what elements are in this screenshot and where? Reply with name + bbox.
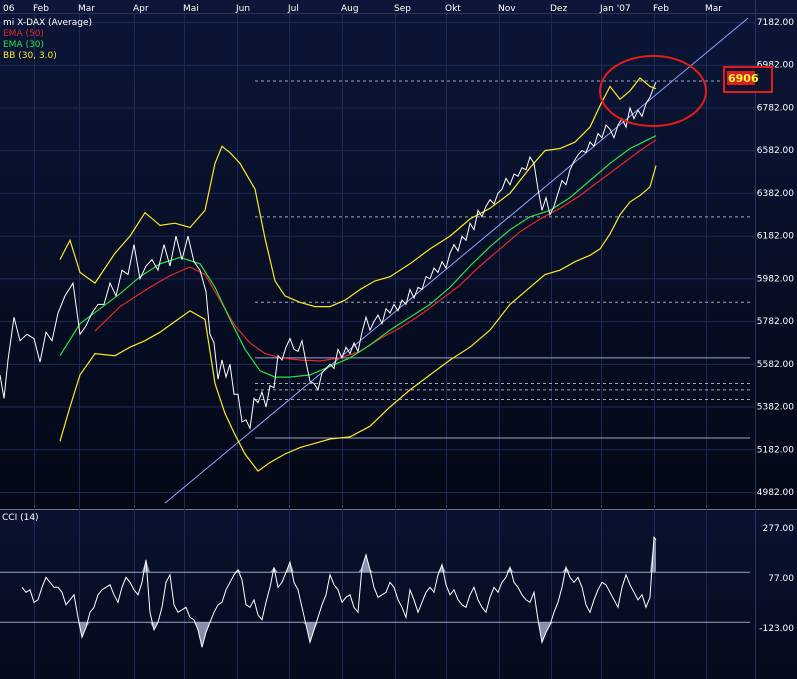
price-line [0, 81, 657, 431]
price-axis: 7182.00 6982.00 6782.00 6582.00 6382.00 6182.… [757, 18, 794, 498]
price-series [0, 17, 749, 504]
cci-tick-label: 277.00 [763, 524, 795, 534]
price-callout-label: 6906 [728, 72, 759, 85]
price-tick-label: 6982.00 [757, 61, 794, 71]
month-label: 06 [3, 4, 15, 14]
trendline [164, 17, 749, 504]
legend-ema30: EMA (30) [3, 40, 44, 50]
price-tick-label: 6382.00 [757, 189, 794, 199]
month-label: Mar [78, 4, 95, 14]
month-label: Apr [133, 4, 149, 14]
cci-tick-label: 77.00 [768, 574, 794, 584]
cci-series [21, 535, 657, 648]
price-tick-label: 6582.00 [757, 146, 794, 156]
price-tick-label: 5382.00 [757, 403, 794, 413]
month-label: Dez [550, 4, 567, 14]
month-label: Mar [705, 4, 722, 14]
month-label: Feb [33, 4, 49, 14]
grid [0, 14, 755, 679]
price-callout-tag [727, 71, 755, 85]
price-tick-label: 4982.00 [757, 488, 794, 498]
price-tick-label: 5982.00 [757, 274, 794, 284]
month-label: Jan '07 [599, 4, 631, 14]
cci-axis: 277.00 77.00 -123.00 [759, 524, 794, 634]
month-label: Feb [653, 4, 669, 14]
month-label: Aug [341, 4, 359, 14]
bb-lower-line [59, 165, 657, 472]
price-tick-label: 6182.00 [757, 232, 794, 242]
month-label: Sep [394, 4, 411, 14]
price-tick-label: 5582.00 [757, 360, 794, 370]
month-label: Mai [183, 4, 199, 14]
legend-bb: BB (30, 3.0) [3, 51, 57, 61]
legend-ema50: EMA (50) [3, 29, 44, 39]
cci-legend: CCI (14) [2, 513, 39, 523]
cci-oversold-fill [22, 622, 656, 648]
month-label: Nov [498, 4, 516, 14]
price-tick-label: 5782.00 [757, 317, 794, 327]
cci-tick-label: -123.00 [759, 624, 794, 634]
bb-upper-line [59, 77, 657, 308]
price-tick-label: 5182.00 [757, 445, 794, 455]
cci-line [21, 535, 657, 648]
month-label: Jun [235, 4, 250, 14]
price-tick-label: 6782.00 [757, 103, 794, 113]
price-tick-label: 7182.00 [757, 18, 794, 28]
highlight-ellipse [599, 55, 707, 127]
month-label: Jul [287, 4, 299, 14]
month-labels: 06 Feb Mar Apr Mai Jun Jul Aug Sep Okt Nov Dez Jan '… [3, 4, 722, 14]
month-label: Okt [445, 4, 461, 14]
price-panel-background [0, 0, 797, 509]
legend-price: mi X-DAX (Average) [3, 18, 92, 28]
legend: mi X-DAX (Average) EMA (50) EMA (30) BB … [3, 18, 92, 61]
cci-panel-background [0, 509, 797, 679]
ema30-line [59, 135, 657, 378]
